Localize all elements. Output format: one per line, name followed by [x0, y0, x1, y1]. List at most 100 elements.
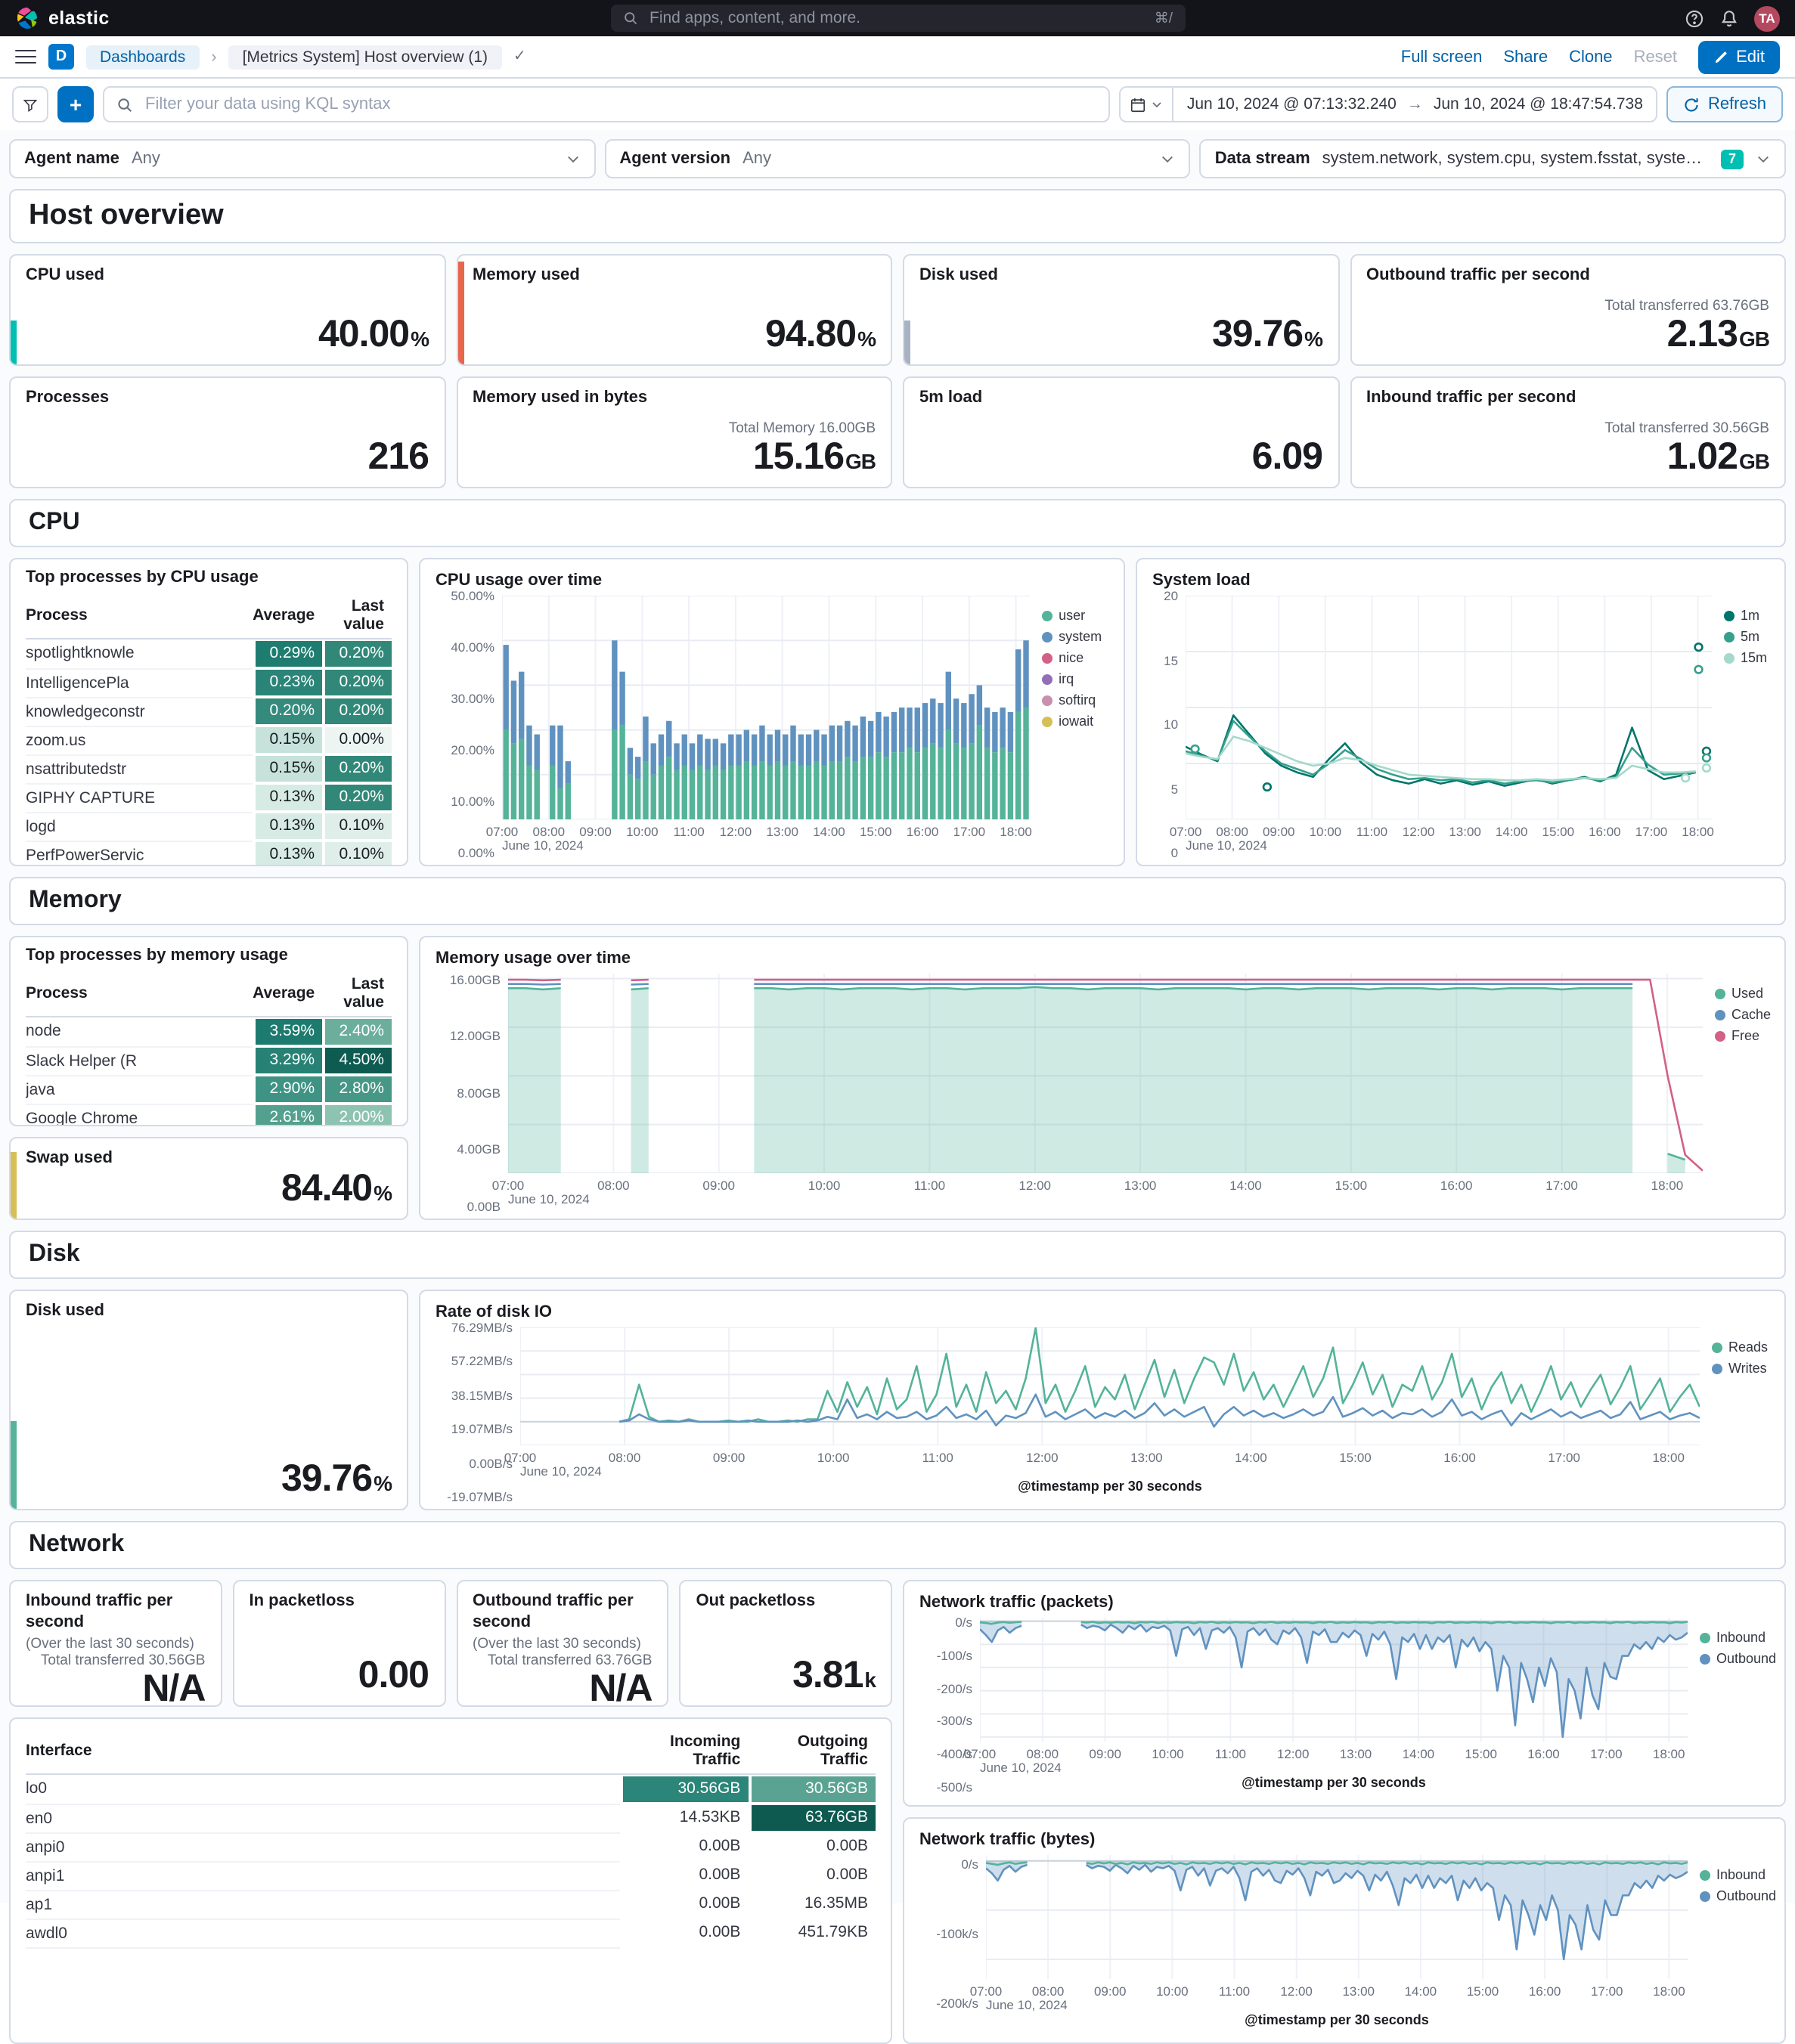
legend-item[interactable]: nice	[1042, 650, 1108, 665]
clone-link[interactable]: Clone	[1569, 48, 1613, 66]
kql-search-box[interactable]	[103, 86, 1110, 122]
breadcrumb-dashboards[interactable]: Dashboards	[86, 45, 200, 69]
alerts-bell-icon[interactable]	[1719, 8, 1739, 28]
legend-item[interactable]: Writes	[1712, 1361, 1769, 1376]
legend-item[interactable]: irq	[1042, 671, 1108, 686]
legend-item[interactable]: Inbound	[1700, 1867, 1769, 1882]
x-axis: 07:00 08:00 09:00 10:00 11:00 12:00 13:00 14:00…	[964, 1742, 1688, 1775]
x-tick-label: 13:00	[1124, 1178, 1157, 1193]
chart-plot[interactable]	[1186, 596, 1712, 819]
date-end[interactable]: Jun 10, 2024 @ 18:47:54.738	[1433, 95, 1643, 113]
metric-card: Outbound traffic per second (Over the las…	[456, 1580, 669, 1707]
legend-item[interactable]: Inbound	[1700, 1630, 1769, 1645]
chart-plot[interactable]	[502, 596, 1030, 819]
legend-label: 1m	[1741, 608, 1760, 623]
chart-plot[interactable]	[508, 974, 1703, 1173]
menu-hamburger-icon[interactable]	[15, 49, 36, 64]
chart-plot[interactable]	[520, 1327, 1700, 1445]
y-tick-label: 0/s	[955, 1615, 972, 1631]
legend-item[interactable]: Cache	[1715, 1007, 1771, 1022]
legend-item[interactable]: softirq	[1042, 692, 1108, 708]
legend-dot	[1700, 1653, 1710, 1664]
x-tick-label: 16:00	[1589, 824, 1621, 839]
full-screen-link[interactable]: Full screen	[1400, 48, 1483, 66]
network-packets-chart: 0/s -100/s -200/s -300/s -400/s -500/s 07:00 08…	[919, 1615, 1776, 1795]
value-cell: 3.29%	[256, 1048, 323, 1073]
legend-item[interactable]: Reads	[1712, 1339, 1769, 1355]
chart-plot[interactable]	[980, 1618, 1688, 1742]
metric-card: Out packetloss 3.81 k	[679, 1580, 892, 1707]
y-tick-label: 50.00%	[451, 588, 494, 603]
y-tick-label: 20.00%	[451, 742, 494, 757]
disk-io-chart: -19.07MB/s 0.00B/s 19.07MB/s 38.15MB/s 57.22…	[436, 1320, 1769, 1504]
value-cell: 0.13%	[256, 842, 323, 865]
metric-title: Outbound traffic per second	[1366, 266, 1590, 284]
x-tick-label: 14:00	[1229, 1178, 1262, 1193]
share-link[interactable]: Share	[1503, 48, 1549, 66]
chart-plot[interactable]	[986, 1855, 1688, 1979]
cpu-top-processes-panel: Top processes by CPU usage Process Averag…	[9, 558, 408, 866]
row-label: logd	[26, 812, 253, 841]
x-axis-title: @timestamp per 30 seconds	[1242, 1775, 1426, 1790]
edit-button[interactable]: Edit	[1698, 40, 1780, 73]
control-value: Any	[131, 150, 160, 168]
y-tick-label: 40.00%	[451, 640, 494, 655]
column-header: Last value	[322, 593, 392, 640]
dashboards-app-icon[interactable]: D	[48, 44, 74, 70]
y-tick-label: 0/s	[961, 1856, 978, 1872]
table-row: java 2.90% 2.80%	[26, 1075, 392, 1104]
x-axis: 07:00 08:00 09:00 10:00 11:00 12:00 13:00 14:00…	[970, 1979, 1688, 2012]
y-tick-label: 76.29MB/s	[451, 1320, 513, 1335]
column-header: Last value	[322, 971, 392, 1017]
breadcrumb-current[interactable]: [Metrics System] Host overview (1)	[228, 45, 501, 69]
legend-item[interactable]: 5m	[1724, 629, 1769, 644]
filter-menu-button[interactable]	[12, 86, 48, 122]
x-axis: 07:00 08:00 09:00 10:00 11:00 12:00 13:00 14:00…	[504, 1445, 1700, 1479]
metric-value: 84.40%	[281, 1167, 392, 1209]
legend-item[interactable]: user	[1042, 608, 1108, 623]
calendar-button[interactable]	[1121, 88, 1173, 121]
date-start[interactable]: Jun 10, 2024 @ 07:13:32.240	[1186, 95, 1397, 113]
metric-value: 40.00%	[318, 313, 429, 355]
value-cell: 0.23%	[256, 670, 323, 695]
metric-value: 0.00	[358, 1654, 429, 1696]
table-row: node 3.59% 2.40%	[26, 1017, 392, 1047]
legend-item[interactable]: Outbound	[1700, 1888, 1776, 1903]
help-icon[interactable]	[1685, 8, 1704, 28]
calendar-icon	[1130, 98, 1145, 112]
x-tick-label: 12:00	[719, 824, 752, 839]
legend-dot	[1042, 674, 1053, 684]
chart-body: 0 5 10 15 20 07:00 08:00 09:00 10:00 11:00 12:00 13…	[1152, 588, 1769, 860]
control-agent-version[interactable]: Agent version Any	[604, 139, 1191, 178]
add-filter-button[interactable]: +	[57, 86, 94, 122]
avatar[interactable]: TA	[1754, 5, 1780, 31]
control-agent-name[interactable]: Agent name Any	[9, 139, 596, 178]
legend-item[interactable]: Outbound	[1700, 1651, 1776, 1666]
row-label: knowledgeconstr	[26, 697, 253, 726]
legend-label: Outbound	[1716, 1651, 1777, 1666]
panel-title: Network traffic (bytes)	[919, 1831, 1096, 1849]
row-label: awdl0	[26, 1919, 621, 1948]
control-data-stream[interactable]: Data stream system.network, system.cpu, s…	[1199, 139, 1787, 178]
kql-input[interactable]	[142, 94, 1096, 115]
x-tick-label: 10:00	[1309, 824, 1342, 839]
panel-title: Rate of disk IO	[436, 1303, 553, 1321]
legend-item[interactable]: 1m	[1724, 608, 1769, 623]
x-tick-label: 10:00	[808, 1178, 841, 1193]
global-search-input[interactable]	[646, 8, 1146, 29]
y-tick-label: -400/s	[936, 1745, 972, 1761]
legend-item[interactable]: Used	[1715, 986, 1769, 1001]
legend-item[interactable]: iowait	[1042, 714, 1108, 729]
x-tick-label: 07:00	[504, 1450, 537, 1465]
network-section-header: Network	[9, 1521, 1786, 1569]
search-shortcut-hint: ⌘/	[1154, 10, 1173, 26]
elastic-logo[interactable]: elastic	[15, 6, 110, 30]
legend-item[interactable]: system	[1042, 629, 1108, 644]
reset-link[interactable]: Reset	[1633, 48, 1678, 66]
saved-check-icon[interactable]: ✓	[513, 48, 526, 65]
value-cell: 451.79KB	[798, 1923, 868, 1941]
legend-item[interactable]: Free	[1715, 1028, 1769, 1043]
refresh-button[interactable]: Refresh	[1666, 86, 1783, 122]
legend-item[interactable]: 15m	[1724, 650, 1769, 665]
global-search[interactable]: ⌘/	[610, 5, 1185, 32]
